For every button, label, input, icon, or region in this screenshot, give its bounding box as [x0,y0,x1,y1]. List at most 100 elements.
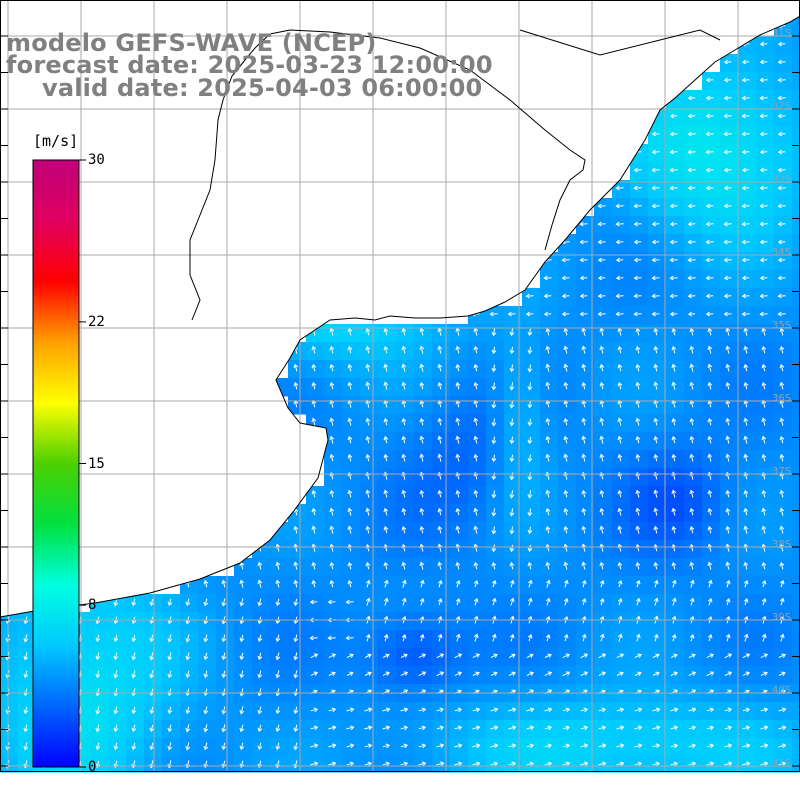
field-cell [324,432,343,451]
field-cell [630,198,649,217]
wind-arrow [455,579,461,588]
wind-arrow [23,652,29,661]
field-cell [792,486,800,505]
wind-arrow [525,293,534,299]
wind-arrow [365,381,371,390]
field-cell [756,378,775,397]
field-cell [234,576,253,595]
wind-arrow [509,364,515,373]
wind-arrow [597,239,606,245]
field-cell [792,306,800,325]
field-cell [792,504,800,523]
wind-arrow [365,561,371,570]
field-cell [792,270,800,289]
wind-arrow [527,346,533,355]
field-cell [738,162,757,181]
wind-arrow [563,453,569,462]
wind-arrow [509,526,515,535]
field-cell [702,198,721,217]
wind-arrow [491,561,497,570]
field-cell [720,324,739,343]
wind-arrow [561,257,570,263]
field-cell [720,414,739,433]
field-cell [630,234,649,253]
field-cell [306,378,325,397]
wind-arrow [455,381,461,390]
wind-arrow [347,507,353,516]
field-cell [612,756,631,773]
wind-arrow [347,327,353,336]
field-cell [720,360,739,379]
wind-arrow [509,508,515,517]
field-cell [666,612,685,631]
wind-arrow [221,706,227,715]
wind-arrow [473,580,479,588]
field-cell [432,594,451,613]
field-cell [558,270,577,289]
wind-arrow [617,525,623,534]
field-cell [738,396,757,415]
wind-arrow [95,742,101,751]
field-cell [702,324,721,343]
wind-arrow [599,489,605,498]
wind-arrow [365,417,371,426]
field-cell [360,558,379,577]
wind-arrow [760,671,768,676]
wind-arrow [581,507,587,516]
field-cell [648,468,667,487]
field-cell [630,414,649,433]
field-cell [630,594,649,613]
field-cell [414,450,433,469]
field-cell [648,594,667,613]
field-cell [486,594,505,613]
wind-arrow [633,275,642,281]
field-cell [774,36,793,55]
field-cell [450,360,469,379]
field-cell [792,756,800,773]
wind-arrow [634,671,642,676]
wind-arrow [689,634,695,642]
wind-arrow [687,293,696,299]
wind-arrow [761,561,767,570]
field-cell [774,342,793,361]
wind-arrow [329,435,335,444]
wind-arrow [597,293,606,299]
field-cell [774,270,793,289]
field-cell [702,126,721,145]
wind-arrow [490,653,498,658]
wind-arrow [419,327,425,336]
wind-arrow [310,653,319,659]
wind-arrow [328,761,337,767]
wind-arrow [328,671,336,676]
wind-arrow [705,239,714,245]
wind-arrow [651,311,660,317]
wind-arrow [472,761,481,767]
wind-arrow [687,95,696,101]
field-cell [756,234,775,253]
wind-arrow [382,653,390,658]
field-cell [432,540,451,559]
field-cell [594,558,613,577]
wind-arrow [563,327,569,336]
wind-arrow [689,579,695,588]
field-cell [558,396,577,415]
wind-arrow [671,435,677,444]
wind-arrow [527,328,533,337]
wind-arrow [687,311,696,317]
field-cell [756,432,775,451]
wind-arrow [635,579,641,588]
wind-arrow [579,311,588,317]
wind-arrow [581,525,587,534]
wind-arrow [472,725,481,731]
wind-arrow [706,761,715,767]
field-cell [666,414,685,433]
wind-arrow [491,418,497,427]
wind-arrow [563,507,569,516]
wind-arrow [509,436,515,445]
field-cell [666,162,685,181]
field-cell [378,432,397,451]
field-cell [378,378,397,397]
field-cell [396,396,415,415]
wind-arrow [401,561,407,570]
